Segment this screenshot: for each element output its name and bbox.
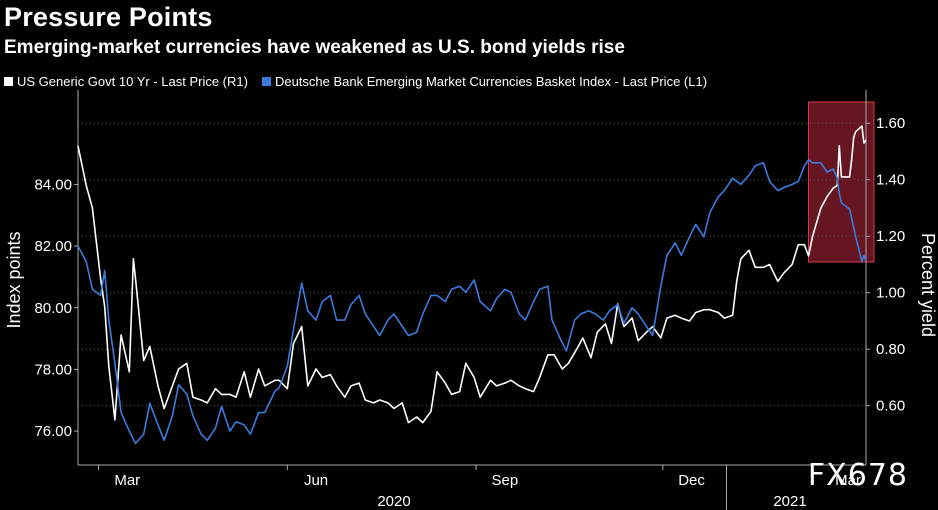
highlight-box — [808, 101, 875, 263]
left-tick-label: 84.00 — [34, 176, 72, 193]
legend-label: US Generic Govt 10 Yr - Last Price (R1) — [17, 74, 248, 89]
right-axis-title: Percent yield — [918, 233, 938, 337]
watermark: FX678 — [807, 458, 908, 493]
x-tick-label: Sep — [491, 472, 518, 489]
left-axis-title: Index points — [4, 231, 24, 328]
left-tick-label: 82.00 — [34, 238, 72, 255]
x-tick-label: Mar — [835, 472, 861, 489]
right-tick-label: 0.80 — [876, 341, 905, 358]
series-line-em-currencies — [77, 159, 867, 445]
legend-item-em-currencies: Deutsche Bank Emerging Market Currencies… — [261, 74, 708, 89]
chart-legend: US Generic Govt 10 Yr - Last Price (R1) … — [4, 74, 707, 89]
year-label: 2021 — [773, 493, 806, 510]
left-tick-label: 78.00 — [34, 361, 72, 378]
x-tick-label: Mar — [114, 472, 140, 489]
right-tick-label: 0.60 — [876, 398, 905, 415]
right-tick-label: 1.60 — [876, 115, 905, 132]
x-tick-label: Dec — [678, 472, 705, 489]
legend-swatch-white — [4, 77, 13, 86]
series-line-us-10yr — [77, 125, 867, 424]
right-tick-label: 1.40 — [876, 172, 905, 189]
left-tick-label: 80.00 — [34, 300, 72, 317]
right-tick-label: 1.20 — [876, 228, 905, 245]
left-tick-label: 76.00 — [34, 423, 72, 440]
legend-swatch-blue — [261, 77, 271, 86]
chart-subtitle: Emerging-market currencies have weakened… — [4, 37, 625, 58]
right-tick-label: 1.00 — [876, 285, 905, 302]
legend-label: Deutsche Bank Emerging Market Currencies… — [274, 74, 708, 89]
year-label: 2020 — [377, 493, 410, 510]
chart-title: Pressure Points — [4, 2, 213, 32]
x-tick-label: Jun — [304, 472, 328, 489]
legend-item-us-10yr: US Generic Govt 10 Yr - Last Price (R1) — [4, 74, 248, 89]
